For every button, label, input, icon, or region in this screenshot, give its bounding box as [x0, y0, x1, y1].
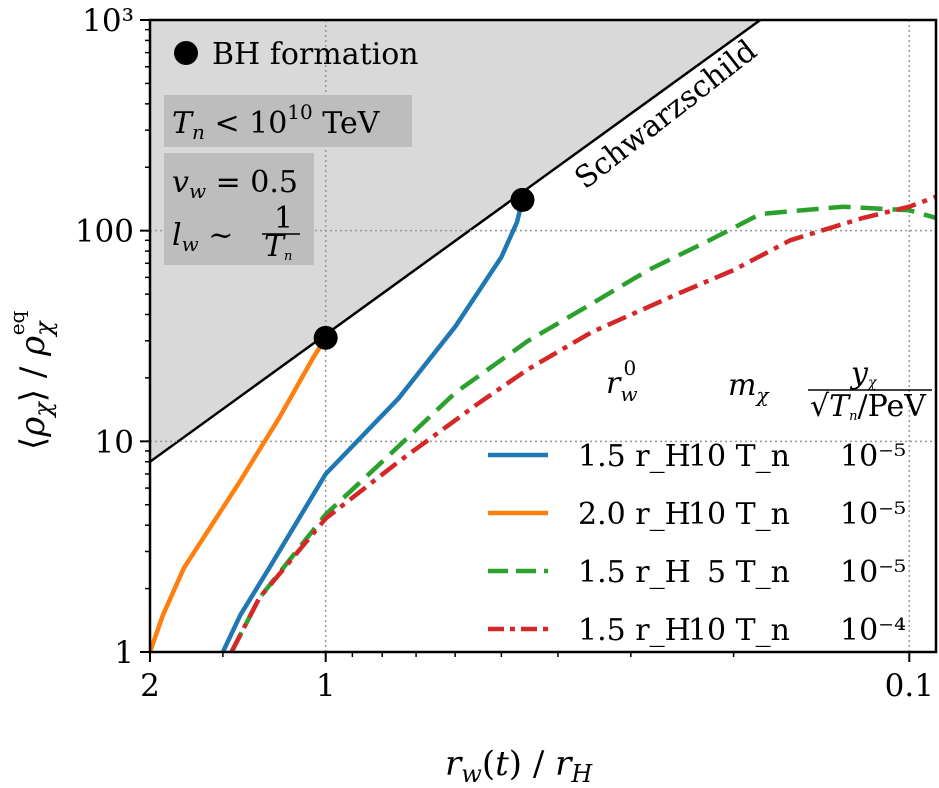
legend-header-y-num: yχ [849, 356, 878, 391]
y-tick-label: 100 [75, 214, 134, 250]
y-tick-label: 10³ [82, 3, 134, 39]
legend-header-r0: rw0 [606, 356, 637, 406]
legend-header-m: mχ [728, 368, 770, 407]
y-axis-label: ⟨ρχ⟩ / ρχeq [5, 310, 58, 450]
legend-r0-0: 1.5 r_H [578, 439, 691, 474]
legend-m-0: 10 T_n [688, 439, 790, 474]
x-tick-label: 2 [140, 668, 160, 704]
legend-m-2: 5 T_n [707, 555, 790, 590]
legend-y-1: 10⁻⁵ [840, 497, 906, 532]
series-line-1 [150, 336, 328, 652]
wall-velocity-label: vw = 0.5 [172, 165, 298, 203]
wall-params-box [164, 153, 314, 265]
bh-formation-marker [174, 41, 198, 65]
legend-y-2: 10⁻⁵ [840, 555, 906, 590]
legend-m-1: 10 T_n [688, 497, 790, 532]
wall-width-label: lw ~ [172, 218, 233, 256]
series-line-2 [229, 204, 936, 652]
wall-width-fraction-num: 1 [274, 201, 293, 236]
x-tick-label: 1 [316, 668, 336, 704]
series-line-0 [220, 199, 525, 652]
bh-formation-point-1 [313, 325, 338, 350]
y-tick-label: 1 [114, 635, 134, 671]
legend-r0-3: 1.5 r_H [578, 613, 691, 648]
legend-y-3: 10⁻⁴ [840, 613, 906, 648]
bh-formation-point-0 [510, 187, 535, 212]
legend-m-3: 10 T_n [688, 613, 790, 648]
series-line-3 [229, 194, 936, 652]
temperature-label: Tn < 1010 TeV [172, 100, 381, 144]
legend: rw0 mχ yχ √Tn/PeV 1.5 r_H10 T_n 10⁻⁵2.0 r… [488, 356, 932, 648]
x-axis-label: rw(t) / rH [445, 744, 593, 788]
schwarzschild-line [150, 20, 762, 463]
x-tick-label: 0.1 [885, 668, 934, 704]
legend-r0-1: 2.0 r_H [578, 497, 691, 532]
wall-width-fraction-den: Tn [264, 229, 292, 264]
y-tick-label: 10 [95, 424, 134, 460]
legend-y-0: 10⁻⁵ [840, 439, 906, 474]
legend-r0-2: 1.5 r_H [578, 555, 691, 590]
temperature-box [164, 95, 412, 147]
plot-frame [148, 18, 938, 654]
legend-header-y-den: √Tn/PeV [810, 389, 927, 424]
bh-formation-label: BH formation [212, 37, 419, 72]
